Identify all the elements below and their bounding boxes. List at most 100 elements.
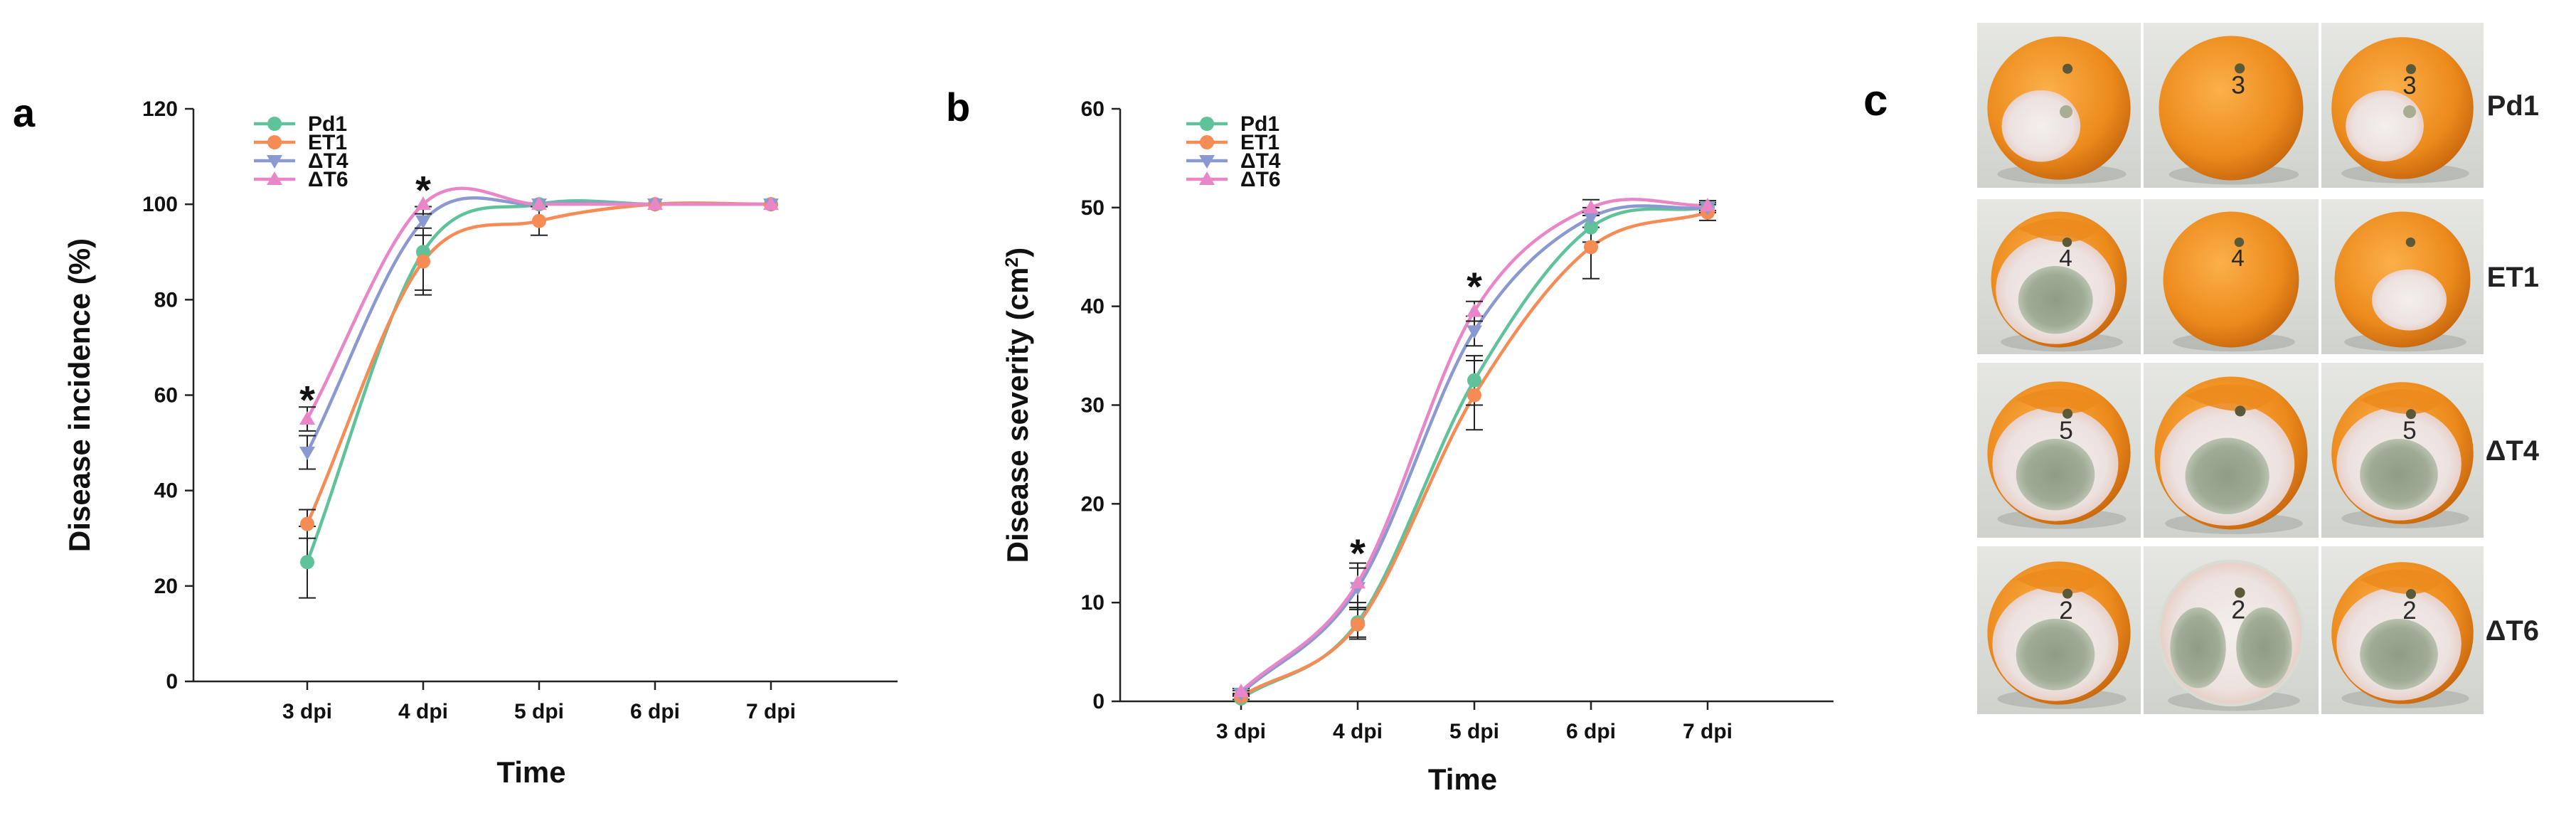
chart-a-lines: [305, 186, 773, 564]
fruit-stem: [2063, 588, 2073, 599]
photo-row-0: 3 3 Pd1: [1974, 20, 2539, 191]
legend-marker-dT4: [1199, 155, 1215, 169]
fruit-photo: 2: [2141, 543, 2321, 717]
y-tick-label: 60: [154, 384, 178, 408]
data-point-Pd1: [300, 555, 314, 570]
series-line-dT4: [305, 196, 773, 455]
fruit-photo: 5: [1974, 360, 2144, 541]
x-tick-label: 5 dpi: [514, 700, 564, 723]
fruit-ink-mark: 2: [2059, 597, 2073, 625]
legend-marker-dT6: [267, 171, 282, 185]
legend-label-dT6: ΔT6: [308, 168, 348, 191]
y-axis-title: Disease incidence (%): [63, 238, 96, 552]
green-mold-patch: [2360, 439, 2438, 510]
white-mold-patch: [2372, 269, 2447, 331]
x-tick-label: 5 dpi: [1449, 720, 1499, 743]
data-point-ET1: [1351, 617, 1365, 632]
chart-b: 0 10 20 30 40 50 60 3 dpi 4 dpi 5 dpi 6 dpi 7 dpi Ti…: [1001, 97, 1833, 796]
y-tick-label: 80: [154, 288, 178, 312]
series-line-dT6: [1239, 198, 1710, 694]
green-mold-patch: [2170, 607, 2226, 689]
data-point-dT6: [647, 196, 663, 211]
y-tick-label: 40: [154, 479, 178, 503]
orange-peel-visible: [2185, 384, 2277, 411]
y-tick-label: 60: [1081, 97, 1105, 121]
chart-a-axes: 0 20 40 60 80 100 120 3 dpi 4 dpi 5 dpi 6 dpi 7 dpi…: [63, 97, 898, 789]
data-point-dT4: [1467, 325, 1482, 339]
data-point-dT4: [299, 447, 315, 460]
fruit-ink-mark: 5: [2402, 417, 2416, 445]
legend-marker-dT6: [1199, 171, 1215, 185]
fruit-stem: [2405, 589, 2416, 600]
data-point-ET1: [300, 516, 314, 531]
y-tick-label: 10: [1081, 591, 1105, 615]
y-tick-label: 100: [142, 193, 178, 216]
fruit-photo: 4: [1974, 196, 2144, 357]
data-point-dT4: [415, 215, 431, 229]
white-mold-patch: [2346, 90, 2424, 161]
chart-a: 0 20 40 60 80 100 120 3 dpi 4 dpi 5 dpi 6 dpi 7 dpi…: [63, 97, 898, 789]
fruit-stem: [2063, 63, 2073, 74]
chart-a-annotations: **: [299, 167, 431, 422]
y-axis-title-sup: 2: [1002, 257, 1022, 267]
data-point-dT4: [1583, 211, 1599, 225]
legend-label-dT4: ΔT4: [1240, 149, 1281, 173]
fruit-photo: 4: [2141, 196, 2321, 357]
fruit-ink-mark: 2: [2402, 597, 2416, 625]
data-point-Pd1: [1467, 373, 1481, 388]
orange-peel-visible: [2018, 218, 2100, 243]
fruit-ink-mark: 2: [2231, 595, 2245, 624]
legend-marker-Pd1: [267, 117, 282, 131]
fruit-photo: [2141, 360, 2321, 541]
orange-peel-visible: [2016, 568, 2102, 594]
x-tick-label: 3 dpi: [1216, 720, 1266, 743]
fruit-ink-mark: 5: [2059, 417, 2073, 445]
significance-asterisk: *: [415, 167, 431, 212]
y-tick-label: 30: [1081, 394, 1105, 418]
y-tick-label: 20: [1081, 492, 1105, 516]
fruit-stem: [2405, 64, 2416, 75]
fruit-photo: 3: [2141, 20, 2321, 191]
data-point-ET1: [532, 213, 546, 228]
fruit-stem: [2235, 405, 2246, 417]
y-tick-label: 0: [166, 670, 178, 694]
y-axis-title-end: ): [1001, 248, 1034, 257]
legend-marker-dT4: [267, 155, 282, 169]
orange-fruit: [2159, 36, 2304, 181]
legend-marker-Pd1: [1200, 117, 1214, 131]
data-point-dT6: [531, 196, 547, 211]
fruit-stem: [2234, 237, 2245, 248]
orange-peel-visible: [2360, 569, 2445, 595]
white-mold-patch: [2001, 90, 2081, 162]
y-axis-title: Disease severity (cm2): [1001, 248, 1034, 563]
fruit-photo: 2: [1974, 543, 2144, 717]
green-mold-patch: [2360, 619, 2438, 690]
data-point-dT6: [415, 196, 431, 211]
data-point-dT6: [299, 411, 315, 425]
y-tick-label: 20: [154, 575, 178, 598]
data-point-Pd1: [1584, 220, 1598, 235]
y-axis-title-main: Disease severity (cm: [1001, 267, 1034, 563]
fruit-stem: [2062, 237, 2072, 248]
photo-row-2: 5 5 ΔT4: [1974, 360, 2540, 541]
orange-fruit: [2163, 211, 2299, 348]
significance-asterisk: *: [1467, 264, 1482, 309]
legend-label-Pd1: Pd1: [308, 112, 347, 136]
x-tick-label: 4 dpi: [398, 700, 448, 723]
green-mold-patch: [2236, 607, 2292, 689]
lesion-spot: [2060, 105, 2073, 119]
data-point-dT6: [1467, 303, 1482, 317]
significance-asterisk: *: [1350, 531, 1366, 575]
green-mold-patch: [2185, 437, 2269, 514]
fruit-stem: [2405, 237, 2416, 248]
y-tick-label: 40: [1081, 295, 1105, 319]
fruit-ink-mark: 3: [2402, 72, 2416, 100]
green-mold-patch: [2016, 618, 2095, 691]
legend-label-Pd1: Pd1: [1240, 112, 1279, 136]
x-tick-label: 7 dpi: [746, 700, 796, 723]
data-point-dT6: [1233, 684, 1249, 698]
panel-letter-b: b: [946, 85, 970, 129]
strain-label: ET1: [2487, 262, 2539, 293]
